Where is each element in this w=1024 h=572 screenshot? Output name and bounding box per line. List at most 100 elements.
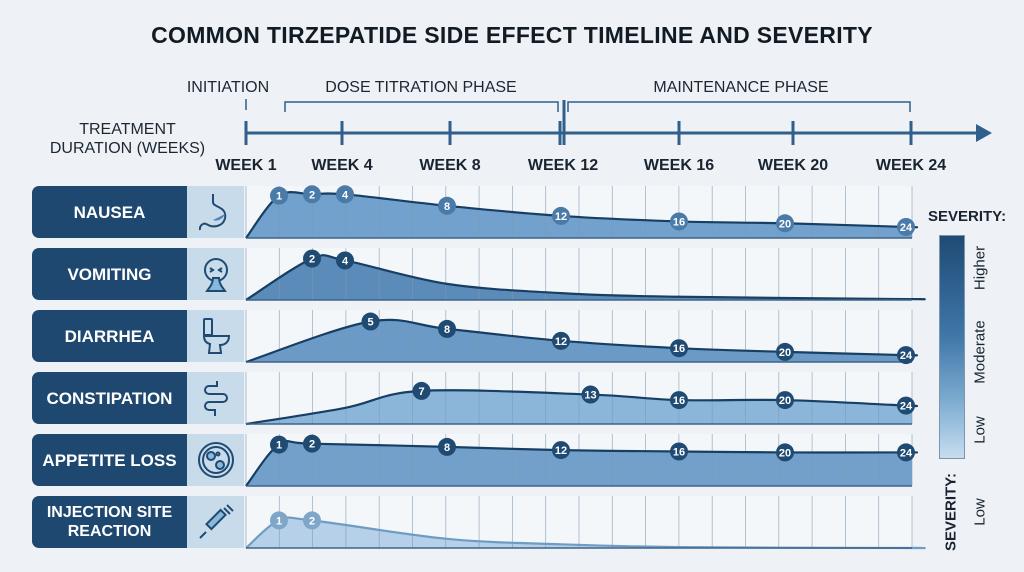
week-marker: [552, 331, 570, 350]
week-marker-label: 20: [779, 218, 791, 230]
week-marker-label: 8: [444, 442, 450, 454]
week-marker-label: 2: [309, 189, 315, 201]
legend-level-low: Low: [971, 416, 989, 444]
legend-bottom-level: Low: [971, 498, 989, 526]
week-marker-label: 1: [276, 191, 282, 203]
week-marker-label: 1: [276, 440, 282, 452]
row-label-nausea: NAUSEA: [32, 186, 187, 238]
week-marker-label: 24: [900, 447, 913, 459]
week-marker: [303, 511, 321, 530]
titration-bracket: [284, 101, 559, 112]
severity-line: [245, 254, 926, 301]
severity-line: [245, 389, 919, 426]
week-marker: [361, 312, 380, 331]
week-marker: [303, 185, 321, 204]
week-marker-label: 12: [555, 211, 567, 223]
intestine-icon: [187, 372, 244, 424]
week-marker-label: 16: [673, 216, 685, 228]
x-tick-label: WEEK 20: [757, 157, 829, 174]
week-marker: [552, 206, 570, 225]
x-tick-label: WEEK 4: [311, 157, 373, 174]
syringe-icon: [187, 496, 244, 548]
x-tick-label: WEEK 1: [215, 157, 277, 174]
week-marker-label: 16: [673, 447, 685, 459]
legend-title: SEVERITY:: [928, 208, 1007, 225]
vomiting-face-icon: [187, 248, 244, 300]
series-appetite-loss: 1 2 8 12 16 20 24: [245, 434, 919, 487]
severity-color-scale: [939, 235, 965, 459]
stomach-icon: [187, 186, 244, 238]
week-marker-label: 8: [444, 324, 450, 336]
legend-level-moderate: Moderate: [971, 320, 989, 384]
week-marker-label: 20: [779, 347, 791, 359]
phase-maintenance: MAINTENANCE PHASE: [653, 79, 829, 96]
week-marker-label: 24: [900, 222, 913, 234]
phase-titration: DOSE TITRATION PHASE: [325, 79, 517, 96]
series-diarrhea: 5 8 12 16 20 24: [245, 310, 919, 365]
x-tick-label: WEEK 8: [419, 157, 481, 174]
petri-dish-icon: [187, 434, 244, 486]
row-label-constipation: CONSTIPATION: [32, 372, 187, 424]
severity-area: [246, 517, 925, 549]
week-marker-label: 4: [342, 255, 349, 267]
week-marker: [670, 339, 688, 358]
week-marker-label: 8: [444, 201, 450, 213]
series-constipation: 7 13 16 20 24: [245, 372, 919, 426]
week-marker: [670, 442, 688, 461]
week-marker: [270, 435, 288, 454]
x-tick-label: WEEK 16: [643, 157, 715, 174]
week-marker: [897, 217, 915, 236]
row-label-injection-site-reaction: INJECTION SITE REACTION: [32, 496, 187, 548]
week-marker: [776, 342, 794, 361]
toilet-icon: [187, 310, 244, 362]
week-marker: [270, 511, 288, 530]
week-marker-label: 16: [673, 343, 685, 355]
row-label-appetite-loss: APPETITE LOSS: [32, 434, 187, 486]
week-marker-label: 1: [276, 515, 282, 527]
x-axis-arrow: [976, 124, 992, 142]
week-marker-label: 20: [779, 447, 791, 459]
severity-area: [246, 192, 917, 238]
week-marker: [776, 391, 794, 410]
week-marker: [897, 346, 915, 365]
maintenance-bracket: [567, 101, 911, 112]
week-marker: [438, 196, 456, 215]
week-marker: [670, 391, 688, 410]
week-marker-label: 20: [779, 395, 791, 407]
week-marker: [897, 443, 915, 462]
week-marker-label: 12: [555, 445, 567, 457]
row-label-diarrhea: DIARRHEA: [32, 310, 187, 362]
week-marker: [336, 185, 354, 204]
week-marker: [336, 251, 354, 270]
week-marker: [776, 214, 794, 233]
week-marker-label: 24: [900, 401, 913, 413]
week-marker-label: 2: [309, 515, 315, 527]
x-tick-label: WEEK 12: [527, 157, 599, 174]
week-marker: [303, 249, 321, 268]
week-marker-label: 24: [900, 350, 913, 362]
phase-initiation: INITIATION: [186, 79, 270, 96]
severity-area: [246, 390, 917, 424]
week-marker-label: 16: [673, 395, 685, 407]
x-tick-label: WEEK 24: [875, 157, 947, 174]
legend-bottom-title: SEVERITY:: [942, 472, 960, 552]
week-marker: [897, 396, 915, 415]
legend-level-higher: Higher: [971, 245, 989, 291]
x-axis-title: TREATMENT DURATION (WEEKS): [49, 121, 206, 157]
week-marker-label: 4: [342, 189, 349, 201]
week-marker: [412, 381, 431, 400]
row-label-vomiting: VOMITING: [32, 248, 187, 300]
week-marker-label: 2: [309, 439, 315, 451]
week-marker: [552, 441, 570, 460]
chart-title: COMMON TIRZEPATIDE SIDE EFFECT TIMELINE …: [151, 22, 873, 48]
week-marker: [270, 186, 288, 205]
week-marker: [438, 437, 456, 456]
week-marker-label: 12: [555, 336, 567, 348]
week-marker: [438, 319, 456, 338]
week-marker: [776, 443, 794, 462]
week-marker-label: 2: [309, 254, 315, 266]
